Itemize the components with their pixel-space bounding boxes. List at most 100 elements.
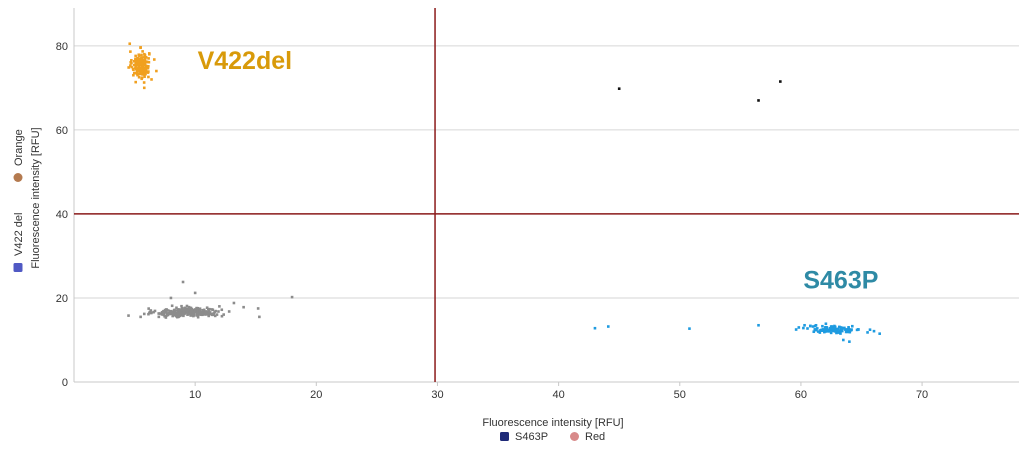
data-point xyxy=(129,50,132,53)
data-point xyxy=(141,50,144,53)
data-point xyxy=(162,313,166,317)
data-point xyxy=(811,325,815,328)
data-point xyxy=(139,46,142,49)
data-point xyxy=(193,291,197,295)
data-point xyxy=(803,323,806,327)
data-point xyxy=(213,310,216,314)
data-point xyxy=(848,340,851,343)
series-group xyxy=(127,280,294,319)
data-point xyxy=(819,329,822,332)
data-point xyxy=(201,313,204,317)
data-point xyxy=(140,53,143,57)
data-point xyxy=(135,72,139,76)
data-point xyxy=(198,307,202,311)
legend-label[interactable]: Red xyxy=(585,431,605,443)
data-point xyxy=(132,68,135,72)
data-point xyxy=(837,330,841,333)
data-point xyxy=(136,69,140,73)
data-point xyxy=(146,71,150,74)
data-point xyxy=(217,310,220,313)
data-point xyxy=(183,312,186,316)
data-point xyxy=(830,327,833,331)
data-point xyxy=(152,310,155,314)
data-point xyxy=(202,311,205,314)
data-point xyxy=(849,329,852,332)
data-point xyxy=(137,58,141,61)
data-point xyxy=(137,72,141,76)
data-point xyxy=(155,69,158,73)
data-point xyxy=(129,64,132,67)
data-point xyxy=(200,310,203,314)
data-point xyxy=(843,326,846,330)
data-point xyxy=(128,42,132,46)
data-point xyxy=(136,73,139,77)
data-point xyxy=(181,312,185,316)
legend-label[interactable]: V422 del xyxy=(13,213,25,256)
legend-label[interactable]: S463P xyxy=(515,431,548,443)
data-point xyxy=(832,329,835,333)
data-point xyxy=(150,311,153,315)
data-point xyxy=(840,327,844,330)
data-point xyxy=(842,338,845,342)
data-point xyxy=(757,99,760,102)
data-point xyxy=(178,314,182,318)
data-point xyxy=(823,328,827,332)
y-legend: Orange V422 del xyxy=(13,129,25,272)
data-point xyxy=(153,309,157,313)
data-point xyxy=(143,52,146,56)
data-point xyxy=(847,326,850,329)
data-point xyxy=(150,78,153,81)
data-point xyxy=(220,308,224,312)
y-tick-label: 20 xyxy=(56,293,68,305)
data-point xyxy=(142,312,146,316)
data-point xyxy=(195,314,199,317)
data-point xyxy=(794,328,798,331)
data-point xyxy=(176,311,179,315)
data-point xyxy=(157,315,161,319)
series-group xyxy=(617,80,782,102)
threshold-lines xyxy=(74,8,1019,382)
data-point xyxy=(175,312,179,316)
data-point xyxy=(196,307,199,310)
data-point xyxy=(193,308,197,311)
x-legend: S463P Red xyxy=(500,431,605,443)
data-point xyxy=(846,330,849,334)
data-point xyxy=(164,308,168,312)
data-point xyxy=(148,52,151,56)
legend-label[interactable]: Orange xyxy=(13,129,25,166)
data-point xyxy=(838,325,841,329)
data-point xyxy=(138,61,141,64)
data-point xyxy=(256,307,260,310)
data-point xyxy=(132,63,136,67)
y-axis-title: Fluorescence intensity [RFU] xyxy=(30,127,42,268)
data-point xyxy=(208,311,212,314)
data-point xyxy=(158,312,162,315)
data-point xyxy=(140,77,143,81)
data-point xyxy=(868,328,872,331)
x-tick-label: 40 xyxy=(552,389,564,401)
data-point xyxy=(174,309,177,313)
data-point xyxy=(218,305,221,308)
data-point xyxy=(134,71,137,75)
data-point xyxy=(606,325,610,328)
data-point xyxy=(145,60,148,64)
data-point xyxy=(831,327,835,330)
data-point xyxy=(170,311,174,314)
data-point xyxy=(205,306,209,310)
data-point xyxy=(207,314,210,318)
data-point xyxy=(850,324,854,328)
x-tick-label: 50 xyxy=(674,389,686,401)
data-point xyxy=(821,328,825,331)
data-point xyxy=(828,326,832,330)
data-point xyxy=(127,66,130,69)
data-point xyxy=(816,330,820,333)
data-point xyxy=(144,64,148,68)
data-point xyxy=(143,55,147,59)
data-point xyxy=(170,304,174,308)
data-point xyxy=(165,314,168,317)
data-point xyxy=(169,296,173,300)
tick-labels: 0 20 40 60 80 10 20 30 40 50 60 70 xyxy=(56,41,928,401)
data-point xyxy=(140,58,144,62)
data-point xyxy=(152,58,156,61)
data-point xyxy=(179,309,182,312)
